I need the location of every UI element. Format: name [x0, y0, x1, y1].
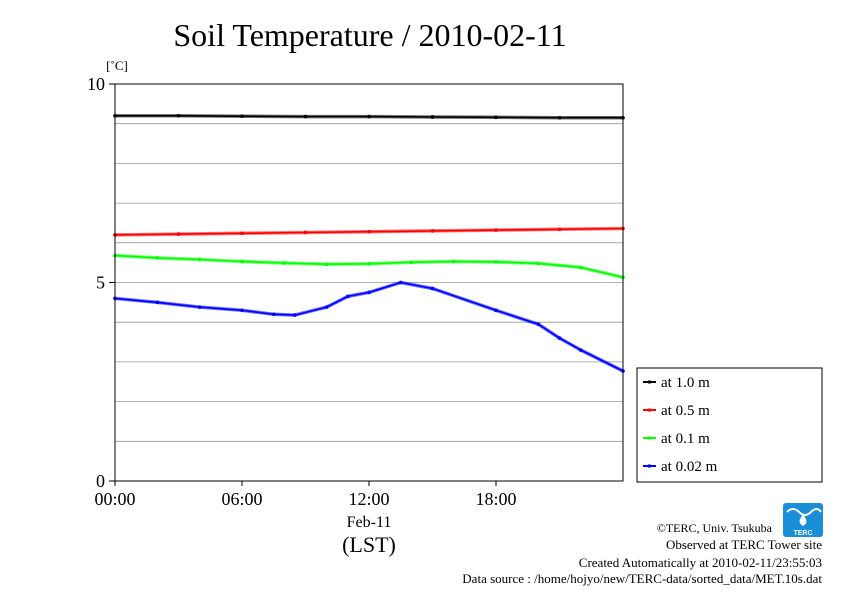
- series-point: [240, 114, 244, 118]
- series-point: [398, 280, 403, 285]
- legend-marker: [648, 464, 651, 468]
- series-point: [430, 115, 435, 119]
- x-tick-label: 00:00: [94, 489, 135, 509]
- legend-label: at 0.02 m: [661, 459, 718, 475]
- series-point: [176, 113, 181, 118]
- series-point: [494, 308, 498, 313]
- series-point: [271, 312, 276, 317]
- chart-title: Soil Temperature / 2010-02-11: [173, 17, 566, 53]
- series-point: [536, 261, 541, 266]
- data-source-text: Data source : /home/hojyo/new/TERC-data/…: [462, 571, 822, 586]
- series-point: [578, 265, 583, 270]
- legend-box: [636, 367, 823, 483]
- series-point: [197, 305, 202, 309]
- copyright-text: ©TERC, Univ. Tsukuba: [656, 521, 772, 535]
- y-tick-label: 0: [96, 471, 105, 491]
- logo-wave-icon: [786, 508, 822, 516]
- series-point: [324, 262, 329, 267]
- series-line-2: [114, 254, 624, 279]
- x-tick-label: 18:00: [475, 489, 516, 509]
- series-point: [240, 308, 244, 313]
- series-point: [324, 305, 329, 309]
- grid-lines: [115, 123, 623, 442]
- series-point: [282, 261, 287, 265]
- series-point: [557, 336, 562, 340]
- series-point: [409, 260, 414, 265]
- series-point: [367, 114, 371, 119]
- series-point: [557, 227, 562, 232]
- series-point: [430, 286, 435, 291]
- legend-marker: [648, 380, 651, 384]
- series-line-3: [114, 281, 624, 372]
- series-line-halo: [114, 280, 624, 373]
- x-tick-label: 12:00: [348, 489, 389, 509]
- y-axis-ticks: 0 5 10: [87, 74, 115, 491]
- logo-text: TERC: [793, 530, 812, 537]
- y-tick-label: 10: [87, 74, 105, 94]
- series-point: [536, 322, 541, 326]
- x-axis-label: (LST): [342, 532, 396, 557]
- series-point: [367, 229, 371, 234]
- series-point: [176, 232, 181, 236]
- series-point: [240, 259, 244, 264]
- series-point: [557, 115, 562, 120]
- created-timestamp-text: Created Automatically at 2010-02-11/23:5…: [578, 555, 822, 570]
- y-tick-label: 5: [96, 273, 105, 293]
- series-lines: [113, 113, 625, 373]
- series-point: [303, 230, 308, 235]
- series-point: [155, 256, 160, 260]
- x-axis-ticks: 00:00 06:00 12:00 18:00: [94, 481, 517, 509]
- series-point: [346, 294, 350, 299]
- series-point: [155, 300, 160, 305]
- series-point: [240, 231, 244, 236]
- observed-site-text: Observed at TERC Tower site: [665, 537, 822, 552]
- legend-label: at 0.1 m: [661, 431, 710, 447]
- legend-marker: [648, 408, 651, 412]
- series-point: [367, 262, 371, 266]
- legend: at 1.0 m at 0.5 m at 0.1 m at 0.02 m: [636, 367, 823, 483]
- series-point: [451, 259, 456, 264]
- legend-marker: [648, 436, 651, 440]
- series-point: [578, 348, 583, 352]
- legend-label: at 0.5 m: [661, 403, 710, 419]
- series-point: [494, 115, 498, 120]
- series-point: [303, 114, 308, 119]
- terc-logo: TERC: [783, 503, 823, 537]
- x-tick-label: 06:00: [221, 489, 262, 509]
- plot-frame: [114, 83, 624, 482]
- logo-drop-icon: [799, 514, 807, 526]
- series-point: [367, 290, 371, 295]
- legend-label: at 1.0 m: [661, 375, 710, 391]
- x-date-label: Feb-11: [347, 514, 392, 531]
- series-point: [494, 228, 498, 232]
- series-point: [197, 257, 202, 262]
- series-point: [293, 313, 297, 317]
- series-point: [494, 260, 498, 264]
- y-axis-unit-label: [˚C]: [106, 58, 128, 73]
- series-point: [430, 229, 435, 233]
